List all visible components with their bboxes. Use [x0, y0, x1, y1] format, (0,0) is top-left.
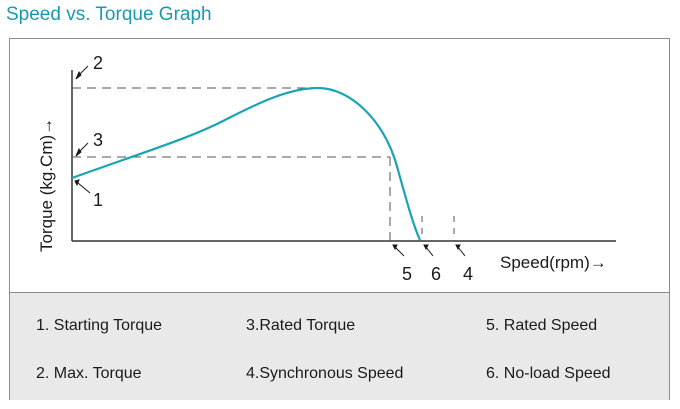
- y-axis-label: Torque (kg.Cm)→: [37, 118, 56, 252]
- x-axis-label: Speed(rpm)→: [500, 253, 607, 272]
- marker-arrows: [74, 65, 466, 257]
- marker-3: 3: [93, 130, 103, 150]
- legend-rated-speed: 5. Rated Speed: [486, 317, 598, 334]
- marker-6: 6: [431, 264, 441, 284]
- marker-5: 5: [402, 264, 412, 284]
- marker-1: 1: [93, 190, 103, 210]
- legend-panel: 1. Starting Torque 3.Rated Torque 5. Rat…: [10, 292, 669, 400]
- marker-2: 2: [93, 53, 103, 73]
- legend-synchronous-speed: 4.Synchronous Speed: [246, 365, 404, 382]
- page-title: Speed vs. Torque Graph: [6, 4, 212, 25]
- legend-no-load-speed: 6. No-load Speed: [486, 365, 611, 382]
- legend-max-torque: 2. Max. Torque: [36, 365, 142, 382]
- legend-rated-torque: 3.Rated Torque: [246, 317, 356, 334]
- marker-4: 4: [463, 264, 473, 284]
- torque-curve: [71, 86, 421, 241]
- legend-starting-torque: 1. Starting Torque: [36, 317, 163, 334]
